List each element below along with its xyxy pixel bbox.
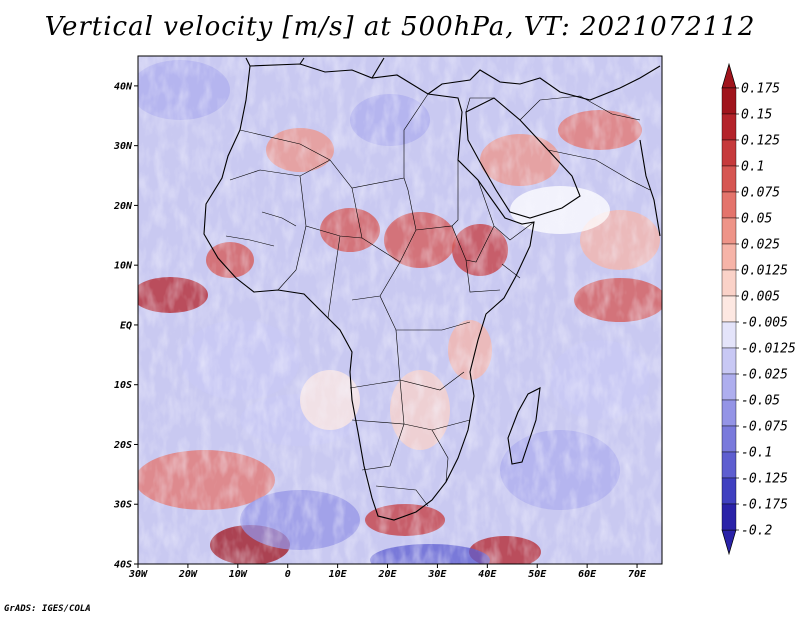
madagascar-coastline bbox=[507, 387, 541, 465]
lon-tick-label: 40E bbox=[478, 569, 497, 580]
colorbar-label: 0.075 bbox=[741, 186, 780, 201]
longitude-axis: 30W 20W 10W 0 10E 20E 30E 40E 50E 60E 70E bbox=[128, 564, 647, 580]
lon-tick-label: 50E bbox=[528, 569, 547, 580]
lat-tick-label: 10N bbox=[114, 261, 133, 272]
colorbar-label: -0.075 bbox=[741, 420, 788, 435]
colorbar-swatch bbox=[721, 217, 737, 245]
country-borders bbox=[225, 93, 651, 507]
lon-tick-label: 20E bbox=[377, 569, 397, 580]
lon-tick-label: 0 bbox=[285, 569, 291, 580]
field-texture bbox=[138, 56, 662, 564]
lat-tick-label: EQ bbox=[120, 320, 132, 331]
europe-coastline bbox=[245, 57, 661, 101]
colorbar-swatch bbox=[721, 399, 737, 427]
colorbar-label: 0.0125 bbox=[741, 264, 788, 279]
colorbar-label: 0.125 bbox=[741, 134, 780, 149]
lon-tick-label: 30W bbox=[128, 569, 148, 580]
map-frame bbox=[137, 55, 663, 565]
colorbar-label: -0.025 bbox=[741, 368, 788, 383]
colorbar-label: -0.2 bbox=[741, 524, 772, 539]
lat-tick-label: 30S bbox=[113, 500, 132, 511]
colorbar-swatch bbox=[721, 139, 737, 167]
colorbar-swatch bbox=[721, 503, 737, 531]
lat-tick-label: 40N bbox=[114, 81, 133, 92]
colorbar-swatch bbox=[721, 295, 737, 323]
colorbar-label: 0.175 bbox=[741, 82, 780, 97]
lon-tick-label: 30E bbox=[427, 569, 447, 580]
colorbar-swatch bbox=[721, 269, 737, 297]
colorbar-swatch bbox=[721, 191, 737, 219]
map-title: Vertical velocity [m/s] at 500hPa, VT: 2… bbox=[44, 12, 756, 42]
colorbar-label: 0.1 bbox=[741, 160, 764, 175]
lon-tick-label: 20W bbox=[178, 569, 198, 580]
lat-tick-label: 40S bbox=[114, 560, 132, 571]
coastlines bbox=[203, 57, 661, 521]
colorbar-label: 0.025 bbox=[741, 238, 780, 253]
colorbar-label: -0.1 bbox=[741, 446, 772, 461]
plot-area bbox=[138, 56, 662, 564]
colorbar-swatch bbox=[721, 451, 737, 479]
lon-tick-label: 70E bbox=[628, 569, 647, 580]
colorbar-swatch bbox=[721, 477, 737, 505]
lon-tick-label: 10W bbox=[229, 569, 248, 580]
lat-tick-label: 30N bbox=[113, 141, 133, 152]
grads-credit: GrADS: IGES/COLA bbox=[4, 604, 91, 614]
colorbar-swatch bbox=[721, 243, 737, 271]
colorbar-label: -0.05 bbox=[741, 394, 780, 409]
colorbar-label: 0.005 bbox=[741, 290, 780, 305]
lon-tick-label: 60E bbox=[578, 569, 597, 580]
colorbar-swatch bbox=[721, 347, 737, 375]
africa-coastline bbox=[203, 63, 535, 521]
india-coastline bbox=[639, 139, 661, 237]
colorbar-swatch bbox=[721, 113, 737, 141]
colorbar-swatch bbox=[721, 373, 737, 401]
colorbar-swatch bbox=[721, 321, 737, 349]
colorbar-label: 0.15 bbox=[741, 108, 772, 123]
colorbar-label: -0.175 bbox=[741, 498, 788, 513]
colorbar-label: -0.0125 bbox=[741, 342, 796, 357]
colorbar: 0.175 0.15 0.125 0.1 0.075 0.05 0.025 0.0125 0.0… bbox=[721, 62, 796, 556]
colorbar-label: -0.005 bbox=[741, 316, 788, 331]
colorbar-swatch bbox=[721, 87, 737, 115]
colorbar-swatch bbox=[721, 165, 737, 193]
lat-tick-label: 20S bbox=[113, 440, 132, 451]
colorbar-bottom-triangle bbox=[721, 529, 737, 556]
colorbar-label: -0.125 bbox=[741, 472, 788, 487]
latitude-axis: 40N 30N 20N 10N EQ 10S 20S 30S 40S bbox=[113, 81, 138, 571]
colorbar-swatch bbox=[721, 425, 737, 453]
lon-tick-label: 10E bbox=[329, 569, 348, 580]
lat-tick-label: 20N bbox=[113, 201, 133, 212]
colorbar-top-triangle bbox=[721, 62, 737, 89]
lat-tick-label: 10S bbox=[114, 380, 132, 391]
colorbar-label: 0.05 bbox=[741, 212, 772, 227]
